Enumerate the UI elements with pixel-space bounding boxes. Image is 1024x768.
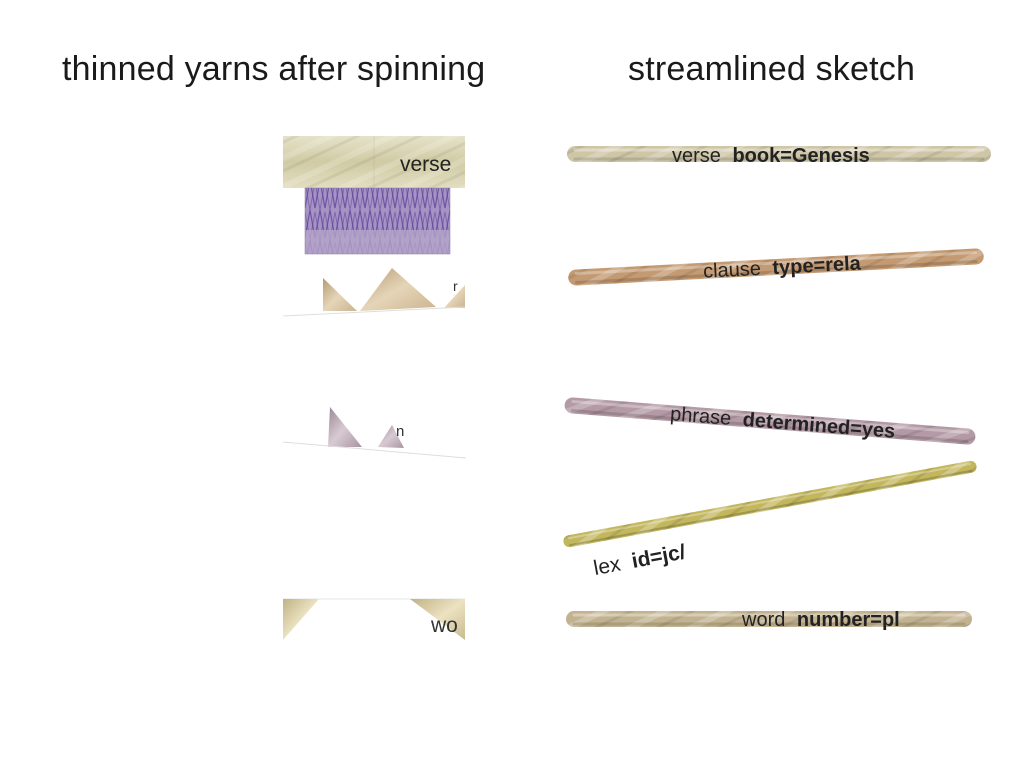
thinned-yarns-panel: verse r n wo bbox=[282, 136, 467, 640]
right-heading: streamlined sketch bbox=[628, 50, 916, 88]
lex-yarn-name: lex bbox=[592, 552, 623, 580]
svg-text:word number=pl: word number=pl bbox=[741, 609, 900, 631]
streamlined-sketch-panel: verse book=Genesis clause type=rela phra… bbox=[563, 145, 991, 631]
phrase-yarn-feature: determined=yes bbox=[742, 409, 896, 443]
svg-text:lex id=jc/: lex id=jc/ bbox=[592, 540, 688, 580]
word-fragment-label: wo bbox=[430, 614, 458, 637]
svg-text:clause type=rela: clause type=rela bbox=[703, 253, 863, 283]
phrase-fragment-label: n bbox=[396, 423, 404, 440]
phrase-yarn-name: phrase bbox=[669, 403, 732, 430]
svg-text:verse book=Genesis: verse book=Genesis bbox=[672, 145, 870, 167]
clause-yarn-feature: type=rela bbox=[772, 253, 862, 280]
word-yarn-feature: number=pl bbox=[797, 609, 900, 631]
phrase-fragments: n bbox=[282, 407, 467, 459]
verse-yarn-name: verse bbox=[672, 145, 721, 167]
clause-fragments: r bbox=[282, 268, 466, 317]
svg-text:phrase determined=yes: phrase determined=yes bbox=[669, 403, 896, 443]
phrase-yarn: phrase determined=yes bbox=[564, 397, 976, 445]
clause-yarn: clause type=rela bbox=[568, 248, 984, 286]
verse-yarn-feature: book=Genesis bbox=[732, 145, 869, 167]
verse-texture-block: verse bbox=[283, 136, 465, 188]
verse-yarn: verse book=Genesis bbox=[567, 145, 991, 167]
clause-yarn-name: clause bbox=[703, 258, 762, 283]
word-fragments: wo bbox=[283, 598, 465, 640]
verse-label: verse bbox=[400, 153, 451, 176]
woven-swatch bbox=[304, 187, 451, 255]
lex-yarn: lex id=jc/ bbox=[563, 460, 977, 580]
word-yarn-name: word bbox=[741, 609, 785, 631]
word-yarn: word number=pl bbox=[566, 609, 972, 631]
left-heading: thinned yarns after spinning bbox=[62, 50, 486, 88]
clause-fragment-label: r bbox=[453, 278, 458, 294]
lex-yarn-feature: id=jc/ bbox=[630, 540, 688, 573]
